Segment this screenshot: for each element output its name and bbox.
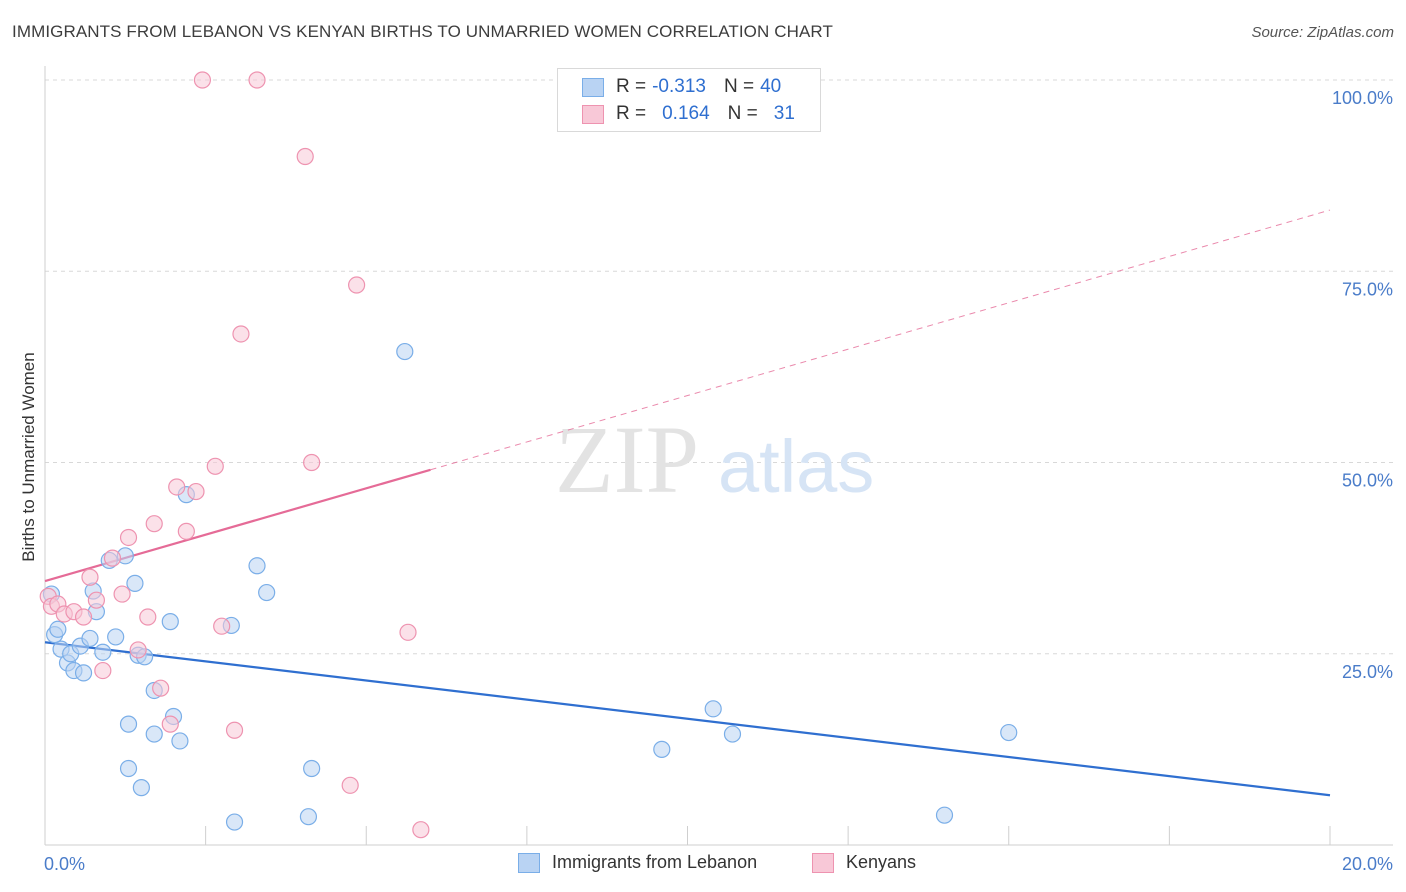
kenyans-point [348,276,366,294]
lebanon-point [107,628,125,646]
lebanon-point [74,664,93,682]
lebanon-point [1000,723,1018,742]
kenyans-point [129,641,147,659]
lebanon-point [132,779,150,797]
y-tick-label: 100.0% [1332,88,1393,108]
legend-n-value: 40 [760,76,782,97]
legend-swatch-blue [518,852,540,873]
y-tick-label: 75.0% [1342,279,1393,299]
legend-item-label: Kenyans [846,852,917,872]
kenyans-point [225,721,244,739]
kenyans-point [152,679,170,697]
kenyans-point [206,457,224,475]
kenyans-point [168,478,186,496]
kenyans-point [193,71,212,89]
lebanon-point [225,813,244,831]
x-tick-label: 0.0% [44,854,85,874]
x-tick-label: 20.0% [1342,854,1393,874]
kenyans-point [296,147,314,166]
kenyans-point [248,71,266,89]
lebanon-point [704,700,722,718]
lebanon-point [119,715,138,733]
lebanon-point [396,342,414,361]
kenyans-point [94,661,112,680]
kenyans-point [81,568,99,586]
axes [44,66,1393,846]
legend-n-label: N = [727,103,758,124]
legend-row-lebanon: R = -0.313 N = 40 [582,74,781,100]
lebanon-point [935,806,954,824]
kenyans-point [139,608,157,626]
y-tick-label: 50.0% [1342,471,1393,491]
lebanon-point [126,574,144,592]
legend-item-kenyans[interactable]: Kenyans [812,852,916,873]
kenyans-point [303,453,321,472]
lebanon-point [81,629,99,648]
lebanon-point [119,759,138,778]
lebanon-point [171,732,189,750]
kenyans-point [213,617,231,635]
legend-item-lebanon[interactable]: Immigrants from Lebanon [518,852,757,873]
chart-title: IMMIGRANTS FROM LEBANON VS KENYAN BIRTHS… [12,22,833,41]
series-legend: Immigrants from Lebanon Kenyans [0,852,1406,876]
lebanon-point [161,613,179,631]
kenyans-point [161,715,179,733]
legend-swatch-pink [582,104,604,124]
lebanon-point [145,725,163,743]
correlation-legend: R = -0.313 N = 40 R = 0.164 N = 31 [557,68,821,132]
kenyans-point [187,482,205,501]
legend-swatch-blue [582,77,604,97]
kenyans-point [412,821,430,839]
lebanon-point [299,808,318,826]
kenyans-point [232,325,250,343]
legend-r-value: 0.164 [662,103,710,124]
legend-n-label: N = [723,76,755,97]
data-points [39,71,1018,839]
lebanon-point [94,643,112,661]
legend-row-kenyans: R = 0.164 N = 31 [582,101,795,127]
legend-r-value: -0.313 [652,76,706,97]
watermark-atlas: atlas [718,425,874,508]
kenyans-point [113,585,131,603]
kenyans-trend-extension [430,209,1331,471]
legend-r-label: R = [616,76,647,97]
lebanon-point [723,725,742,743]
lebanon-point [49,620,67,638]
y-tick-label: 25.0% [1342,662,1393,682]
lebanon-point [303,759,321,778]
kenyans-point [74,608,93,626]
kenyans-point [87,591,106,609]
legend-n-value: 31 [773,103,795,124]
axis-labels: 25.0% 50.0% 75.0% 100.0% 0.0% 20.0% Births to … [19,88,1393,874]
lebanon-point [653,740,671,758]
kenyans-point [399,623,417,641]
legend-item-label: Immigrants from Lebanon [552,852,758,872]
gridlines [45,79,1393,655]
kenyans-point [177,522,195,540]
lebanon-trend-line [44,641,1331,797]
lebanon-point [248,557,266,575]
legend-r-label: R = [616,103,647,124]
kenyans-point [119,528,138,547]
source-credit: Source: ZipAtlas.com [1251,24,1394,41]
legend-swatch-pink [812,852,834,873]
y-axis-title: Births to Unmarried Women [19,352,38,561]
kenyans-point [341,776,359,794]
lebanon-point [258,583,276,602]
watermark-zip: ZIP [555,406,699,513]
kenyans-point [103,549,122,567]
kenyans-point [145,515,163,533]
